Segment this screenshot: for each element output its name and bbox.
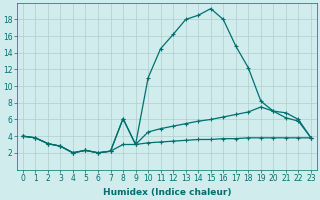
X-axis label: Humidex (Indice chaleur): Humidex (Indice chaleur) [103,188,231,197]
